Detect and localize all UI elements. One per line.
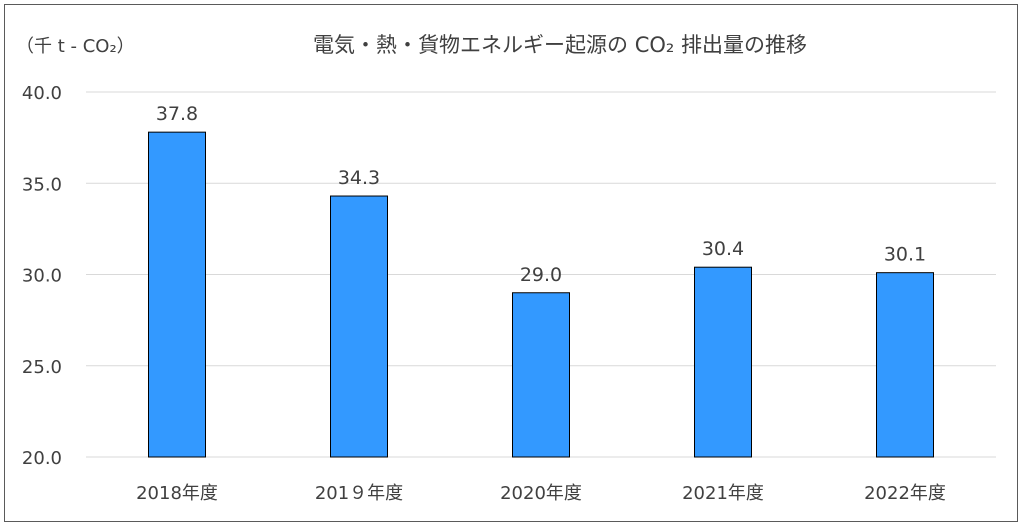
data-label: 34.3 [338, 167, 380, 189]
y-tick-label: 25.0 [22, 357, 62, 378]
data-labels: 37.8 34.3 29.0 30.4 30.1 [156, 103, 926, 286]
bar [876, 272, 934, 458]
data-label: 37.8 [156, 103, 198, 125]
y-tick-label: 20.0 [22, 448, 62, 469]
x-axis-ticks: 2018年度 201９年度 2020年度 2021年度 2022年度 [136, 483, 946, 504]
data-label: 30.1 [884, 244, 926, 266]
y-axis-ticks: 20.0 25.0 30.0 35.0 40.0 [22, 83, 62, 469]
bar [148, 131, 206, 458]
y-tick-label: 35.0 [22, 174, 62, 195]
y-tick-label: 40.0 [22, 83, 62, 104]
bar [512, 292, 570, 458]
x-tick-label: 2022年度 [864, 483, 946, 504]
y-axis-unit-label: （千 t - CO₂） [16, 36, 135, 57]
x-tick-label: 201９年度 [315, 483, 403, 504]
x-tick-label: 2020年度 [500, 483, 582, 504]
x-tick-label: 2018年度 [136, 483, 218, 504]
data-label: 29.0 [520, 264, 562, 286]
data-label: 30.4 [702, 238, 744, 260]
chart-title: 電気・熱・貨物エネルギー起源の CO₂ 排出量の推移 [313, 33, 807, 57]
bar [330, 195, 388, 458]
bars [148, 131, 934, 458]
y-tick-label: 30.0 [22, 266, 62, 287]
x-tick-label: 2021年度 [682, 483, 764, 504]
bar [694, 266, 752, 458]
